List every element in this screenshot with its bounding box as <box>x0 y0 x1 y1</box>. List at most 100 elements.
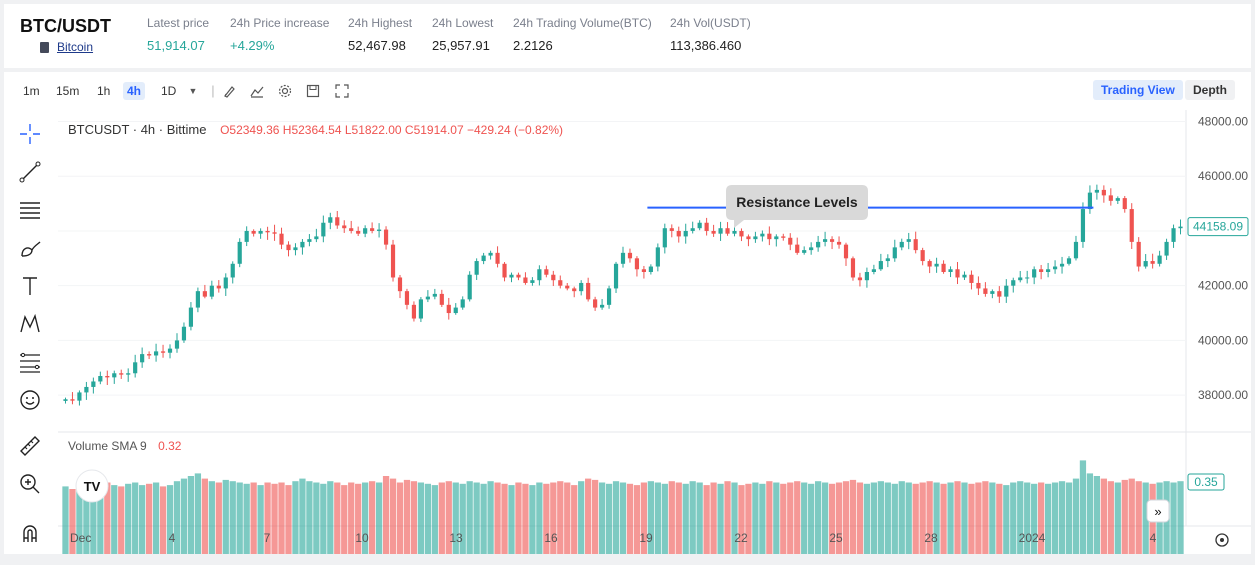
candle-body <box>829 239 835 242</box>
volume-bar <box>738 485 745 554</box>
volume-bar <box>842 481 850 554</box>
candle-body <box>474 261 479 275</box>
volume-bar <box>132 482 139 554</box>
volume-bar <box>1024 482 1031 554</box>
candle-body <box>77 392 82 401</box>
crosshair-icon[interactable] <box>18 122 42 146</box>
emoji-icon[interactable] <box>18 388 42 412</box>
volume-bar <box>97 481 104 554</box>
candle-body <box>495 252 500 264</box>
candle-body <box>976 282 981 289</box>
volume-bar <box>187 476 195 554</box>
interval-1d[interactable]: 1D <box>161 84 177 98</box>
candle-body <box>404 291 410 305</box>
trend-line-icon[interactable] <box>18 160 42 184</box>
volume-bar <box>696 482 703 554</box>
volume-bar <box>375 482 383 554</box>
candle-body <box>669 228 674 231</box>
interval-4h[interactable]: 4h <box>123 82 146 100</box>
volume-bar <box>145 483 153 554</box>
axis-settings-icon[interactable] <box>1215 533 1229 547</box>
candle-body <box>502 263 507 278</box>
volume-bar <box>661 483 668 554</box>
candle-body <box>962 274 967 278</box>
volume-bar <box>668 481 675 554</box>
volume-bar <box>194 473 202 554</box>
interval-1h[interactable]: 1h <box>97 84 111 98</box>
volume-bar <box>501 483 508 554</box>
scroll-to-latest-button[interactable]: » <box>1146 499 1170 523</box>
coin-link[interactable]: Bitcoin <box>57 40 94 54</box>
candle-body <box>1101 189 1106 196</box>
text-tool-icon[interactable] <box>18 274 42 298</box>
volume-bar <box>1107 481 1114 554</box>
candle-body <box>509 274 514 278</box>
volume-legend: Volume SMA 9 0.32 <box>68 439 181 453</box>
save-icon[interactable] <box>306 84 320 98</box>
depth-tab[interactable]: Depth <box>1185 80 1235 100</box>
volume-bar <box>438 482 445 554</box>
volume-bar <box>759 483 766 554</box>
volume-bar <box>334 482 341 554</box>
candle-body <box>565 285 570 289</box>
volume-bar <box>250 482 257 554</box>
candle-body <box>70 399 75 401</box>
volume-bar <box>104 482 111 554</box>
volume-bar <box>1010 482 1017 554</box>
drawing-tools <box>4 116 54 554</box>
candle-body <box>223 277 228 289</box>
stat-volume-btc: 24h Trading Volume(BTC) 2.2126 <box>513 16 652 53</box>
stat-highest: 24h Highest 52,467.98 <box>348 16 412 53</box>
indicators-icon[interactable] <box>250 84 264 98</box>
interval-15m[interactable]: 15m <box>56 84 80 98</box>
candle-body <box>1178 226 1183 229</box>
candle-body <box>160 351 166 353</box>
double-chevron-right-icon: » <box>1154 504 1161 519</box>
candle-body <box>265 230 270 233</box>
magnet-icon[interactable] <box>18 522 42 546</box>
volume-bar <box>1177 481 1184 554</box>
volume-bar <box>954 481 961 554</box>
settings-gear-icon[interactable] <box>278 84 292 98</box>
ruler-icon[interactable] <box>18 434 42 458</box>
candle-body <box>446 304 451 314</box>
candle-body <box>836 241 842 245</box>
volume-bar <box>801 482 808 554</box>
candle-body <box>481 255 486 262</box>
candle-body <box>272 232 277 234</box>
volume-bar <box>968 483 975 554</box>
stat-label: Latest price <box>147 16 210 30</box>
volume-bar <box>215 482 222 554</box>
candle-body <box>760 233 765 237</box>
volume-bar <box>849 479 857 554</box>
fib-levels-icon[interactable] <box>18 350 42 374</box>
candle-body <box>300 241 305 248</box>
interval-dropdown-icon[interactable]: ▼ <box>188 86 198 96</box>
candle-body <box>1052 266 1058 270</box>
volume-bar <box>877 481 884 554</box>
candle-body <box>955 269 960 278</box>
time-tick-label: Dec <box>70 531 91 545</box>
volume-bar <box>445 481 452 554</box>
volume-bar <box>257 485 264 554</box>
volume-bar <box>591 479 599 554</box>
trading-view-tab[interactable]: Trading View <box>1093 80 1183 100</box>
candle-body <box>418 299 423 319</box>
pattern-icon[interactable] <box>18 312 42 336</box>
horizontal-lines-icon[interactable] <box>18 198 42 222</box>
candle-body <box>335 217 340 226</box>
last-price-label: 44158.09 <box>1193 220 1243 234</box>
volume-bar <box>1058 481 1066 554</box>
candle-body <box>314 236 319 240</box>
zoom-in-icon[interactable] <box>18 472 42 496</box>
fullscreen-icon[interactable] <box>335 84 349 98</box>
time-tick-label: 13 <box>449 531 463 545</box>
candle-body <box>620 252 626 264</box>
interval-1m[interactable]: 1m <box>23 84 40 98</box>
brush-icon[interactable] <box>18 236 42 260</box>
candle-body <box>809 247 814 251</box>
volume-bar <box>208 481 215 554</box>
draw-pen-icon[interactable] <box>223 84 237 98</box>
candle-body <box>167 348 173 353</box>
price-chart[interactable]: 48000.0046000.0044000.0042000.0040000.00… <box>58 110 1251 554</box>
